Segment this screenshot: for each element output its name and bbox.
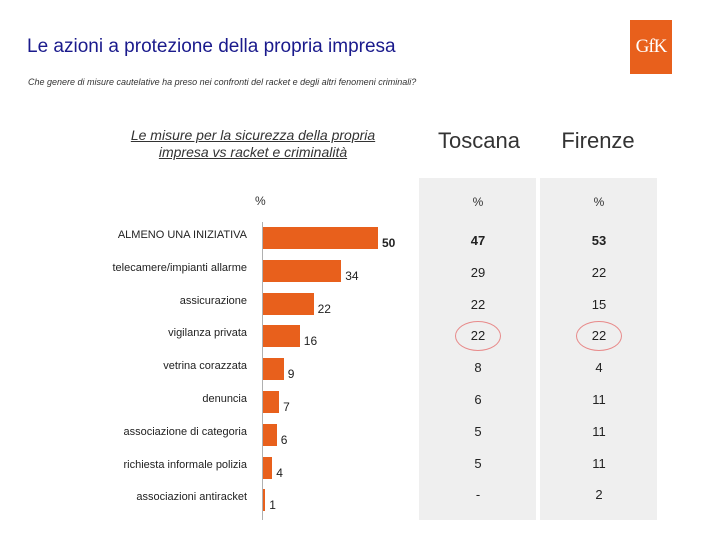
category-label: denuncia [202,393,247,405]
page-title: Le azioni a protezione della propria imp… [27,36,396,57]
bar-value-label: 1 [269,498,276,513]
category-label: associazioni antiracket [136,491,247,504]
table-cell-firenze: 22 [591,264,607,280]
highlight-circle [455,321,501,352]
column-header-toscana: Toscana [438,128,520,153]
table-cell-toscana: 6 [474,392,482,407]
bar [263,259,342,282]
column-header-firenze: Firenze [561,128,635,153]
table-cell-toscana: 22 [470,296,486,312]
bar [263,423,277,446]
table-cell-firenze: 11 [592,392,606,407]
bar [263,358,284,381]
bar-value-label: 7 [283,400,290,414]
bar-value-label: 4 [276,465,283,480]
table-cell-firenze: 11 [592,455,606,471]
table-cell-firenze: 2 [595,487,603,503]
bar [263,227,378,249]
table-cell-toscana: - [475,487,481,503]
category-label: telecamere/impianti allarme [112,261,248,274]
bar-value-label: 34 [345,268,359,283]
category-label: ALMENO UNA INIZIATIVA [117,229,247,241]
bar-value-label: 9 [287,367,295,382]
table-cell-firenze: 4 [595,360,603,376]
bar-value-label: 22 [317,301,331,316]
category-label: richiesta informale polizia [123,458,248,471]
chart-percent-label: % [255,194,266,208]
table-cell-toscana: 47 [470,233,486,248]
table-cell-toscana: 5 [474,423,482,439]
table-cell-toscana: 29 [470,264,486,280]
bar-value-label: 6 [280,432,288,447]
bar [263,456,273,479]
table-cell-toscana: 5 [474,455,482,471]
category-label: associazione di categoria [123,425,247,438]
bar-value-label: 50 [382,236,396,250]
category-label: vigilanza privata [168,327,247,340]
category-label: assicurazione [179,294,247,307]
table-cell-firenze: 53 [591,233,607,248]
chart-axis-line [262,222,263,520]
gfk-logo: GfK [630,20,672,74]
table-cell-toscana: 8 [474,360,482,376]
firenze-unit-label: % [593,195,605,209]
survey-question: Che genere di misure cautelative ha pres… [28,77,417,87]
chart-heading: Le misure per la sicurezza della propria… [130,127,376,160]
bar [263,489,266,512]
bar [263,325,300,348]
category-label: vetrina corazzata [163,360,247,373]
bar-value-label: 16 [303,334,318,349]
highlight-circle [576,321,622,352]
bar [263,391,280,413]
table-cell-firenze: 11 [592,423,606,439]
table-cell-firenze: 15 [591,296,607,312]
toscana-unit-label: % [472,195,484,209]
bar [263,292,314,315]
